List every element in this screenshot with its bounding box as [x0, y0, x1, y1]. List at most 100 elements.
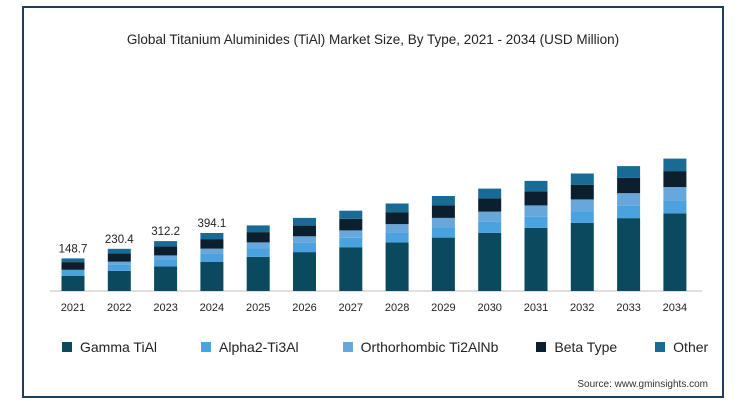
chart-legend: Gamma TiAl Alpha2-Ti3Al Orthorhombic Ti2Al… [62, 337, 722, 357]
x-tick-label-2023: 2023 [153, 302, 177, 314]
bar-2031-series-4 [524, 180, 548, 192]
bar-2026-series-4 [293, 217, 316, 226]
bar-2025-series-2 [246, 242, 270, 249]
bar-2028-series-2 [385, 224, 409, 233]
x-tick-label-2031: 2031 [524, 302, 548, 314]
bar-2023-series-4 [154, 241, 178, 247]
bar-2033-series-4 [617, 166, 641, 178]
data-label-2021: 148.7 [59, 243, 88, 255]
bar-2025-series-0 [246, 256, 270, 291]
legend-item-2: Orthorhombic Ti2AlNb [342, 339, 499, 355]
legend-label: Beta Type [554, 339, 618, 355]
x-tick-label-2027: 2027 [339, 302, 363, 314]
bar-2030-series-4 [478, 188, 502, 199]
bar-2029-series-3 [431, 205, 455, 218]
bar-2030-series-2 [478, 211, 502, 222]
bar-2031-series-1 [524, 216, 548, 228]
bar-2027-series-0 [339, 247, 363, 291]
source-text: Source: www.gminsights.com [577, 379, 708, 390]
bar-2031-series-3 [524, 191, 548, 206]
bar-2027-series-4 [339, 210, 363, 219]
bar-2022-series-3 [107, 253, 131, 262]
legend-swatch [62, 342, 72, 352]
bar-2025-series-1 [246, 248, 270, 257]
bar-2029-series-4 [431, 196, 455, 206]
bar-2032-series-1 [570, 211, 594, 223]
x-tick-label-2034: 2034 [663, 302, 687, 314]
bar-2034-series-1 [663, 200, 687, 214]
bar-2031-series-0 [524, 227, 548, 291]
bar-2027-series-1 [339, 237, 363, 248]
bar-2023-series-1 [154, 259, 178, 267]
bar-2031-series-2 [524, 205, 548, 217]
bar-2032-series-2 [570, 199, 594, 212]
bar-2022-series-2 [107, 261, 131, 265]
bar-2026-series-3 [293, 225, 316, 237]
bar-2021-series-4 [61, 258, 85, 263]
bar-2034-series-0 [663, 213, 687, 291]
chart-title: Global Titanium Aluminides (TiAl) Market… [126, 32, 620, 47]
x-tick-label-2022: 2022 [107, 302, 131, 314]
bar-2029-series-2 [431, 217, 455, 228]
bar-2023-series-2 [154, 255, 178, 259]
bar-2034-series-4 [663, 158, 687, 172]
x-tick-label-2028: 2028 [385, 302, 409, 314]
bar-2032-series-4 [570, 173, 594, 185]
bar-2023-series-0 [154, 266, 178, 291]
legend-item-1: Alpha2-Ti3Al [201, 339, 299, 355]
bar-2034-series-3 [663, 171, 687, 188]
bar-2026-series-2 [293, 236, 316, 243]
legend-swatch [342, 342, 353, 352]
x-tick-label-2026: 2026 [292, 302, 316, 314]
legend-item-0: Gamma TiAl [62, 339, 157, 355]
legend-label: Alpha2-Ti3Al [219, 339, 299, 355]
x-tick-label-2021: 2021 [61, 302, 85, 314]
bar-2022-series-0 [107, 270, 131, 291]
bar-2024-series-4 [200, 233, 224, 240]
bar-2033-series-0 [617, 218, 641, 291]
bar-2021-series-3 [61, 262, 85, 270]
bar-2032-series-3 [570, 184, 594, 200]
bar-2021-series-1 [61, 269, 85, 276]
legend-label: Orthorhombic Ti2AlNb [360, 339, 499, 355]
bar-2024-series-2 [200, 248, 224, 254]
bar-2021-series-0 [61, 275, 85, 291]
bar-2026-series-0 [293, 252, 316, 291]
bar-2032-series-0 [570, 222, 594, 291]
bar-2029-series-1 [431, 227, 455, 238]
bar-2024-series-3 [200, 239, 224, 249]
bar-2030-series-0 [478, 232, 502, 291]
legend-label: Gamma TiAl [80, 339, 158, 355]
data-label-2024: 394.1 [198, 218, 227, 230]
legend-swatch [536, 342, 547, 352]
bar-2028-series-3 [385, 212, 409, 225]
legend-item-4: Other [655, 339, 708, 355]
bar-2028-series-0 [385, 242, 409, 291]
bar-2025-series-4 [246, 225, 270, 233]
bar-2028-series-4 [385, 203, 409, 213]
bar-2027-series-2 [339, 230, 363, 238]
data-label-2022: 230.4 [105, 234, 134, 246]
chart-frame [22, 6, 724, 398]
bar-2034-series-2 [663, 187, 687, 201]
bar-2028-series-1 [385, 232, 409, 243]
x-tick-label-2030: 2030 [477, 302, 501, 314]
bar-2024-series-0 [200, 261, 224, 291]
bar-2026-series-1 [293, 242, 316, 253]
data-label-2023: 312.2 [151, 226, 180, 238]
x-tick-label-2029: 2029 [431, 302, 455, 314]
bar-2033-series-3 [617, 177, 641, 194]
bar-2024-series-1 [200, 253, 224, 262]
x-tick-label-2024: 2024 [200, 302, 224, 314]
x-tick-label-2025: 2025 [246, 302, 270, 314]
bar-2023-series-3 [154, 246, 178, 256]
legend-item-3: Beta Type [536, 339, 617, 355]
bar-2022-series-4 [107, 248, 131, 254]
bar-2022-series-1 [107, 264, 131, 271]
legend-label: Other [673, 339, 709, 355]
bar-2030-series-1 [478, 221, 502, 233]
x-tick-label-2033: 2033 [616, 302, 640, 314]
bar-2033-series-2 [617, 193, 641, 206]
bar-2030-series-3 [478, 198, 502, 212]
